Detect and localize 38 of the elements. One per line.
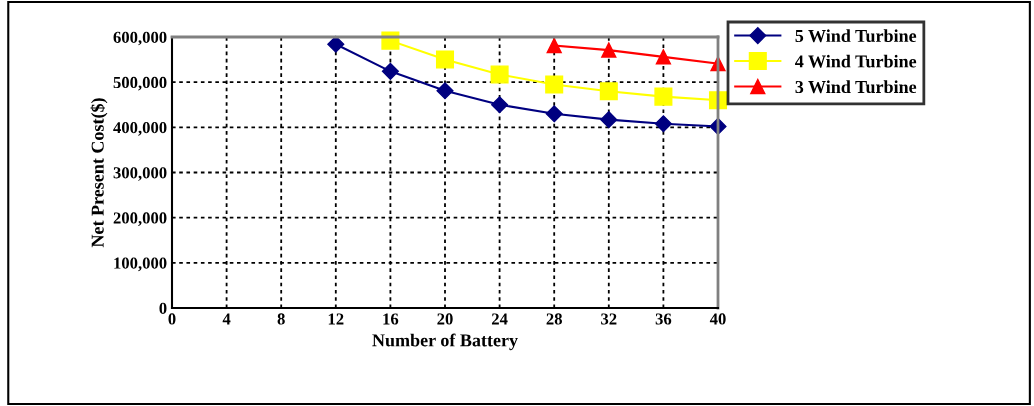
- point: [546, 37, 562, 54]
- legend-label: 4 Wind Turbine: [795, 54, 917, 68]
- point: [545, 105, 563, 123]
- x-axis-title: Number of Battery: [372, 333, 518, 351]
- y-tick-label: 300,000: [113, 167, 167, 181]
- x-tick-label: 20: [437, 313, 453, 325]
- point: [599, 82, 618, 101]
- x-tick-label: 40: [709, 313, 726, 325]
- legend-label: 5 Wind Turbine: [795, 29, 917, 43]
- point: [654, 87, 673, 106]
- point: [491, 96, 509, 114]
- y-tick-label: 600,000: [113, 31, 167, 46]
- y-axis-title: Net Present Cost($): [90, 98, 108, 248]
- point: [435, 50, 455, 69]
- y-tick-label: 400,000: [113, 122, 167, 136]
- x-tick-label: 4: [222, 313, 231, 325]
- y-tick-label: 200,000: [113, 212, 167, 227]
- point: [654, 115, 672, 133]
- y-tick-label: 500,000: [113, 76, 167, 91]
- point: [327, 35, 345, 53]
- x-tick-label: 12: [328, 313, 344, 325]
- x-tick-label: 36: [655, 313, 672, 325]
- y-tick-label: 100,000: [114, 257, 167, 272]
- x-tick-label: 16: [383, 313, 399, 325]
- point: [601, 42, 617, 58]
- y-tick-label: 0: [159, 302, 167, 314]
- point: [436, 82, 454, 100]
- x-tick-label: 28: [546, 313, 562, 325]
- point: [600, 111, 618, 129]
- legend-label: 3 Wind Turbine: [795, 80, 917, 94]
- point: [381, 62, 399, 80]
- point: [490, 65, 509, 84]
- x-tick-label: 0: [168, 313, 176, 325]
- x-tick-label: 8: [277, 313, 285, 325]
- x-tick-label: 32: [601, 313, 617, 325]
- point: [545, 75, 564, 94]
- point: [655, 49, 672, 65]
- x-tick-label: 24: [491, 313, 508, 325]
